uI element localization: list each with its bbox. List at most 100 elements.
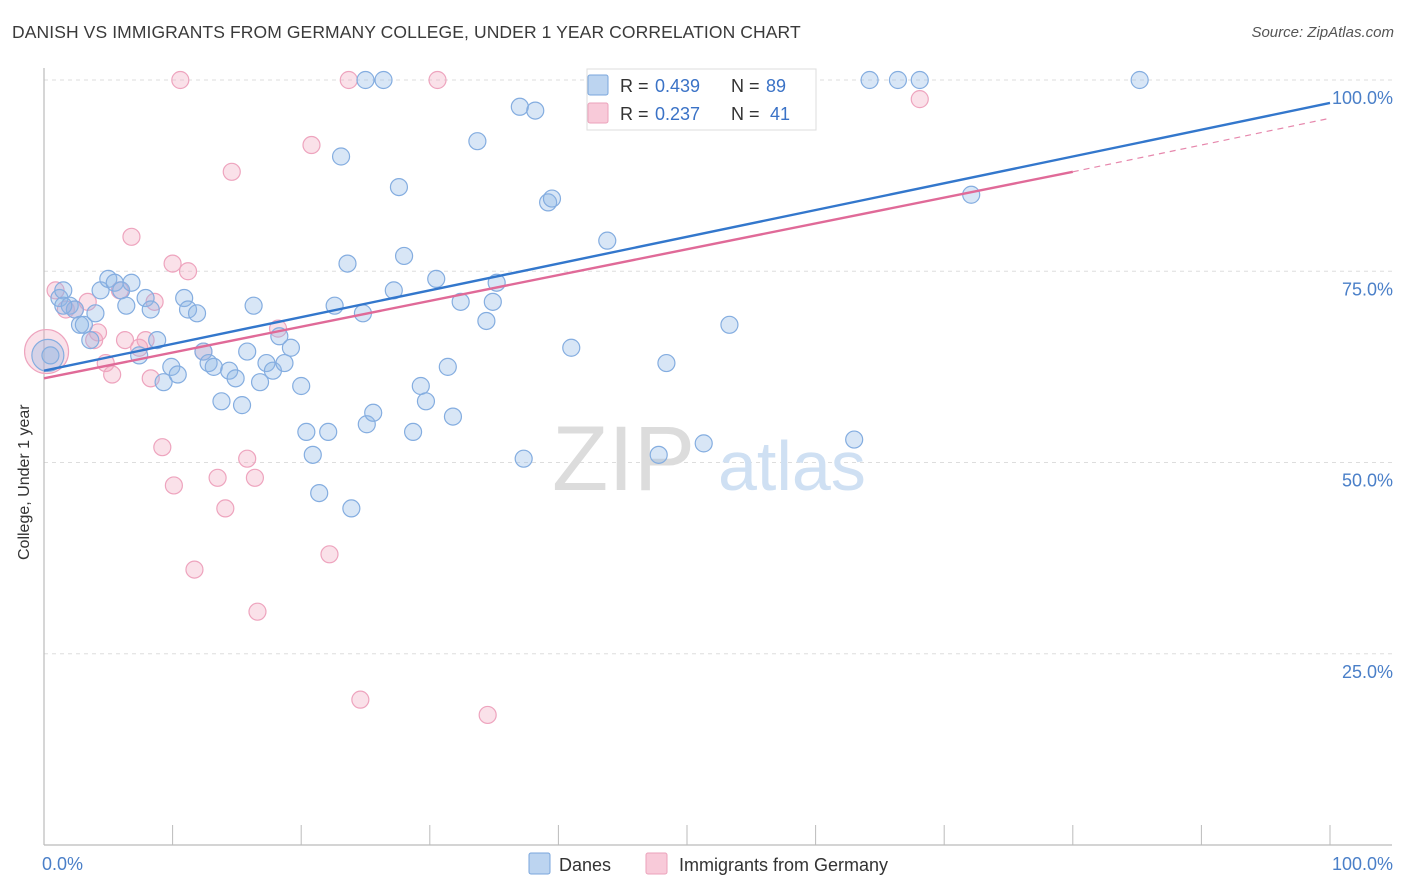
stats-legend-box bbox=[586, 68, 817, 131]
data-point-danes bbox=[175, 288, 194, 308]
gridlines bbox=[44, 79, 1392, 655]
y-tick-labels: 25.0% 50.0% 75.0% 100.0% bbox=[1332, 88, 1393, 682]
data-point-danes bbox=[244, 296, 263, 315]
data-point-immigrants bbox=[88, 323, 108, 342]
data-point-danes bbox=[303, 445, 322, 464]
data-point-immigrants bbox=[910, 90, 929, 109]
data-point-danes bbox=[122, 273, 141, 292]
data-point-danes bbox=[657, 353, 676, 373]
data-point-danes bbox=[74, 315, 93, 334]
data-point-immigrants bbox=[23, 328, 70, 375]
source-credit: Source: ZipAtlas.com bbox=[1251, 24, 1394, 41]
x-tick-label: 100.0% bbox=[1332, 854, 1393, 874]
legend-swatch-immigrants bbox=[645, 852, 668, 875]
legend-label-immigrants: Immigrants from Germany bbox=[679, 855, 888, 875]
data-point-danes bbox=[720, 315, 739, 334]
data-point-danes bbox=[178, 300, 198, 319]
data-point-immigrants bbox=[320, 545, 339, 564]
data-point-immigrants bbox=[216, 499, 235, 518]
data-point-immigrants bbox=[185, 560, 204, 579]
series-blue-points bbox=[31, 70, 1149, 518]
stats-legend: R = 0.439 N = 89 R = 0.237 N = 41 bbox=[586, 68, 817, 131]
n-value-blue: 89 bbox=[766, 76, 786, 96]
data-point-danes bbox=[845, 430, 864, 449]
stats-legend-swatch-blue bbox=[587, 74, 609, 96]
chart-title: DANISH VS IMMIGRANTS FROM GERMANY COLLEG… bbox=[12, 22, 801, 42]
y-tick-label: 100.0% bbox=[1332, 88, 1393, 108]
data-point-immigrants bbox=[103, 365, 122, 384]
data-point-immigrants bbox=[208, 468, 227, 487]
data-point-danes bbox=[338, 254, 357, 273]
data-point-immigrants bbox=[222, 162, 241, 181]
data-point-danes bbox=[403, 422, 423, 441]
data-point-danes bbox=[364, 403, 383, 422]
series-legend: Danes Immigrants from Germany bbox=[528, 852, 888, 875]
data-point-danes bbox=[514, 449, 533, 468]
data-point-immigrants bbox=[115, 331, 135, 350]
data-point-danes bbox=[148, 331, 167, 350]
data-point-immigrants bbox=[153, 438, 172, 457]
data-point-immigrants bbox=[122, 227, 141, 246]
n-value-pink: 41 bbox=[770, 104, 790, 124]
data-point-immigrants bbox=[238, 449, 257, 468]
data-point-danes bbox=[81, 331, 100, 350]
data-point-danes bbox=[468, 132, 487, 151]
data-point-danes bbox=[477, 311, 496, 331]
data-point-danes bbox=[443, 407, 463, 426]
axes bbox=[43, 68, 1392, 846]
data-point-danes bbox=[204, 357, 223, 376]
x-tick-label: 0.0% bbox=[42, 854, 83, 874]
data-point-danes bbox=[649, 445, 668, 464]
data-point-danes bbox=[910, 70, 929, 90]
data-point-danes bbox=[187, 304, 207, 323]
watermark-atlas: atlas bbox=[718, 427, 866, 505]
data-point-danes bbox=[411, 376, 430, 396]
data-point-danes bbox=[310, 484, 329, 503]
data-point-danes bbox=[226, 369, 245, 388]
legend-swatch-danes bbox=[528, 852, 551, 875]
data-point-danes bbox=[451, 292, 470, 311]
series-pink-points bbox=[23, 70, 929, 725]
data-point-immigrants bbox=[163, 254, 182, 273]
data-point-danes bbox=[154, 373, 173, 392]
data-point-danes bbox=[1130, 70, 1149, 90]
x-tick-labels: 0.0% 100.0% bbox=[42, 854, 1393, 874]
data-point-immigrants bbox=[428, 70, 447, 90]
data-point-danes bbox=[860, 70, 879, 90]
data-point-danes bbox=[357, 415, 376, 434]
trend-line-danes bbox=[43, 101, 1331, 372]
data-point-danes bbox=[319, 422, 338, 441]
stats-legend-swatch-pink bbox=[587, 102, 609, 124]
y-tick-label: 75.0% bbox=[1342, 279, 1393, 299]
data-point-danes bbox=[483, 292, 502, 311]
data-point-danes bbox=[86, 304, 105, 323]
trend-lines bbox=[43, 101, 1331, 380]
r-value-blue: 0.439 bbox=[655, 76, 700, 96]
r-label-pink: R = bbox=[620, 104, 649, 124]
data-point-danes bbox=[427, 269, 446, 288]
data-point-danes bbox=[962, 185, 981, 204]
data-point-danes bbox=[562, 338, 581, 357]
data-point-danes bbox=[70, 315, 90, 334]
data-point-danes bbox=[54, 281, 73, 300]
data-point-danes bbox=[356, 70, 375, 90]
data-point-danes bbox=[526, 101, 545, 120]
n-label-pink: N = bbox=[731, 104, 760, 124]
watermark-zip: ZIP bbox=[552, 408, 695, 510]
data-point-danes bbox=[117, 296, 136, 315]
data-point-danes bbox=[694, 434, 713, 453]
data-point-danes bbox=[542, 189, 562, 208]
data-point-danes bbox=[281, 338, 301, 357]
trend-line-immigrants-extension bbox=[1072, 117, 1331, 173]
data-point-danes bbox=[331, 147, 351, 166]
data-point-danes bbox=[141, 300, 160, 319]
watermark: ZIP atlas bbox=[552, 408, 866, 510]
y-tick-label: 25.0% bbox=[1342, 662, 1393, 682]
data-point-immigrants bbox=[178, 262, 198, 281]
data-point-danes bbox=[250, 373, 270, 392]
data-point-immigrants bbox=[478, 705, 497, 725]
data-point-danes bbox=[297, 422, 316, 441]
data-point-danes bbox=[416, 392, 436, 411]
data-point-danes bbox=[168, 365, 187, 384]
